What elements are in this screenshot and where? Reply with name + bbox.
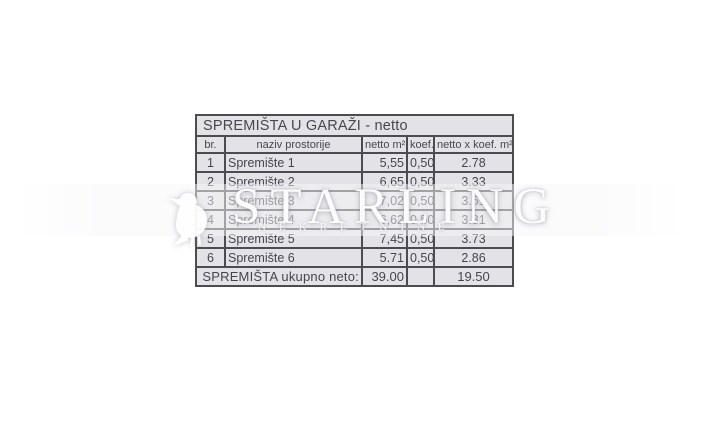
cell-netto-koef: 2.86: [433, 247, 514, 268]
col-header-koef: koef.: [406, 135, 435, 154]
total-koef: [406, 266, 435, 287]
col-header-netto-koef: netto x koef. m²: [433, 135, 514, 154]
table-row: 6 Spremište 6 5.71 0,50 2.86: [195, 247, 514, 268]
watermark-sub-text: NEKRETNINE: [258, 221, 458, 233]
table-row: 1 Spremište 1 5,55 0,50 2.78: [195, 152, 514, 173]
col-header-netto: netto m²: [361, 135, 408, 154]
total-netto-koef: 19.50: [433, 266, 514, 287]
cell-netto: 5.71: [361, 247, 408, 268]
cell-koef: 0,50: [406, 247, 435, 268]
cell-br: 6: [195, 247, 226, 268]
cell-br: 1: [195, 152, 226, 173]
col-header-naziv: naziv prostorije: [224, 135, 363, 154]
total-label: SPREMIŠTA ukupno neto:: [195, 266, 363, 287]
cell-naziv: Spremište 6: [224, 247, 363, 268]
col-header-br: br.: [195, 135, 226, 154]
table-header-row: br. naziv prostorije netto m² koef. nett…: [195, 135, 514, 154]
table-title: SPREMIŠTA U GARAŽI - netto: [195, 114, 514, 137]
cell-netto: 5,55: [361, 152, 408, 173]
total-netto: 39.00: [361, 266, 408, 287]
table-title-row: SPREMIŠTA U GARAŽI - netto: [195, 114, 514, 137]
cell-netto-koef: 2.78: [433, 152, 514, 173]
starling-bird-logo: [167, 186, 219, 248]
cell-naziv: Spremište 1: [224, 152, 363, 173]
cell-koef: 0,50: [406, 152, 435, 173]
table-total-row: SPREMIŠTA ukupno neto: 39.00 19.50: [195, 266, 514, 287]
